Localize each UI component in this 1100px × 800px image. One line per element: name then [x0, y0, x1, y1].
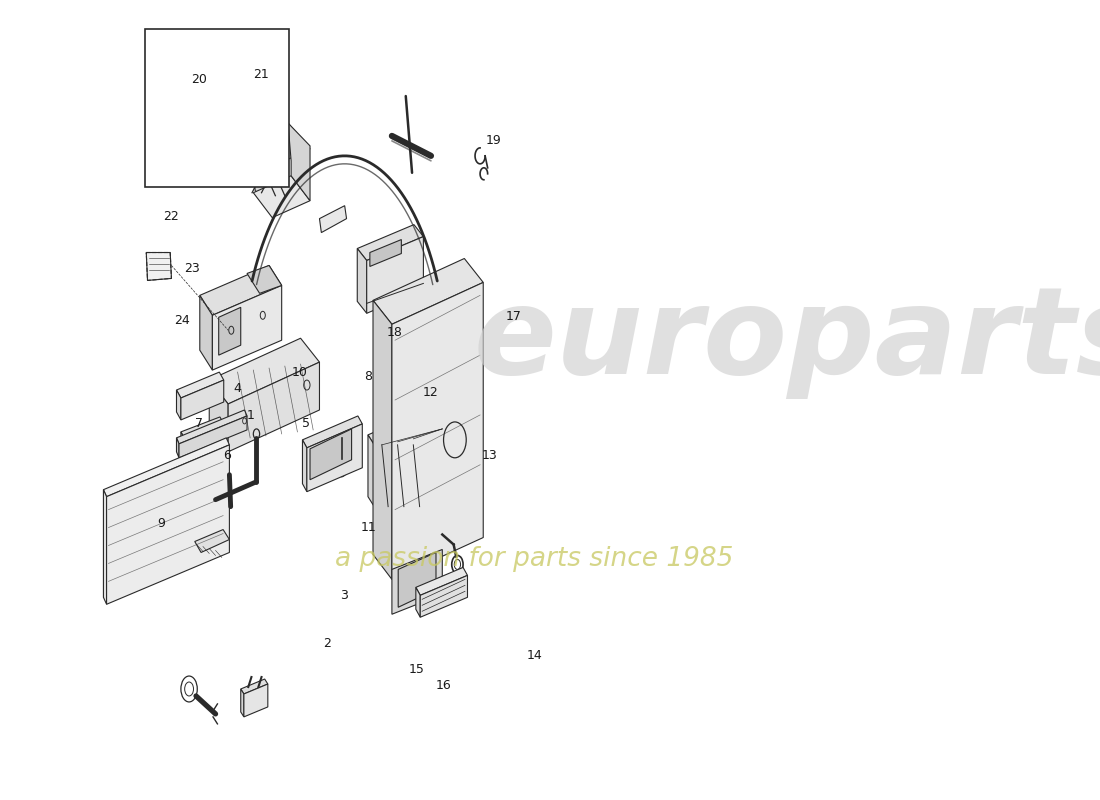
Polygon shape — [248, 266, 282, 294]
Polygon shape — [253, 176, 310, 218]
Polygon shape — [195, 530, 230, 553]
Text: 3: 3 — [340, 589, 349, 602]
Polygon shape — [358, 249, 366, 314]
Circle shape — [182, 138, 192, 156]
Polygon shape — [392, 282, 483, 579]
Polygon shape — [319, 206, 346, 233]
Polygon shape — [366, 237, 424, 314]
Polygon shape — [180, 380, 223, 420]
Polygon shape — [392, 550, 442, 614]
Text: 20: 20 — [191, 73, 207, 86]
Text: 4: 4 — [233, 382, 241, 394]
Text: 17: 17 — [506, 310, 522, 322]
Polygon shape — [420, 575, 468, 618]
Polygon shape — [103, 438, 230, 497]
Text: 16: 16 — [436, 679, 451, 692]
Polygon shape — [176, 410, 248, 444]
Polygon shape — [209, 338, 319, 404]
Polygon shape — [176, 372, 223, 398]
Polygon shape — [358, 225, 424, 261]
Polygon shape — [228, 362, 319, 452]
Polygon shape — [200, 295, 212, 370]
Polygon shape — [302, 440, 307, 492]
Polygon shape — [244, 684, 267, 717]
Polygon shape — [368, 409, 434, 445]
Polygon shape — [200, 266, 282, 315]
Polygon shape — [250, 123, 310, 167]
Polygon shape — [180, 432, 185, 474]
Polygon shape — [241, 689, 244, 717]
Polygon shape — [179, 416, 248, 458]
Circle shape — [253, 143, 257, 150]
Polygon shape — [219, 307, 241, 355]
Text: 22: 22 — [163, 210, 179, 223]
Polygon shape — [373, 300, 392, 579]
Polygon shape — [307, 424, 362, 492]
Polygon shape — [250, 143, 277, 206]
Text: 1: 1 — [246, 410, 255, 422]
Text: 13: 13 — [482, 450, 497, 462]
Polygon shape — [310, 429, 352, 480]
Polygon shape — [398, 553, 436, 607]
Polygon shape — [288, 123, 310, 201]
Text: 6: 6 — [222, 450, 231, 462]
Circle shape — [250, 138, 261, 156]
Circle shape — [185, 143, 189, 150]
Polygon shape — [302, 416, 362, 448]
Text: 18: 18 — [387, 326, 403, 338]
Polygon shape — [373, 258, 483, 324]
Polygon shape — [241, 679, 267, 694]
Text: 24: 24 — [174, 314, 189, 326]
Text: a passion for parts since 1985: a passion for parts since 1985 — [336, 546, 734, 573]
Text: 5: 5 — [302, 418, 310, 430]
Text: 2: 2 — [323, 637, 331, 650]
Text: 14: 14 — [527, 649, 542, 662]
Polygon shape — [180, 417, 223, 439]
Polygon shape — [176, 438, 179, 458]
Polygon shape — [212, 286, 282, 370]
Text: 23: 23 — [184, 262, 200, 275]
Polygon shape — [374, 419, 434, 506]
Text: 12: 12 — [424, 386, 439, 398]
Text: 10: 10 — [292, 366, 307, 378]
Polygon shape — [185, 424, 223, 474]
Polygon shape — [370, 239, 402, 266]
Polygon shape — [107, 445, 230, 604]
Polygon shape — [103, 490, 107, 604]
Text: 8: 8 — [364, 370, 373, 382]
Text: 15: 15 — [409, 663, 425, 676]
Text: 7: 7 — [195, 418, 202, 430]
Text: 19: 19 — [485, 134, 502, 147]
Polygon shape — [416, 567, 468, 595]
Polygon shape — [176, 390, 180, 420]
Polygon shape — [416, 587, 420, 618]
Text: 21: 21 — [253, 68, 270, 82]
Polygon shape — [146, 253, 172, 281]
Text: europarts: europarts — [474, 282, 1100, 398]
Polygon shape — [368, 435, 374, 506]
Polygon shape — [209, 380, 228, 452]
Text: 11: 11 — [361, 521, 376, 534]
Text: 9: 9 — [157, 517, 165, 530]
Bar — [145, 30, 288, 186]
